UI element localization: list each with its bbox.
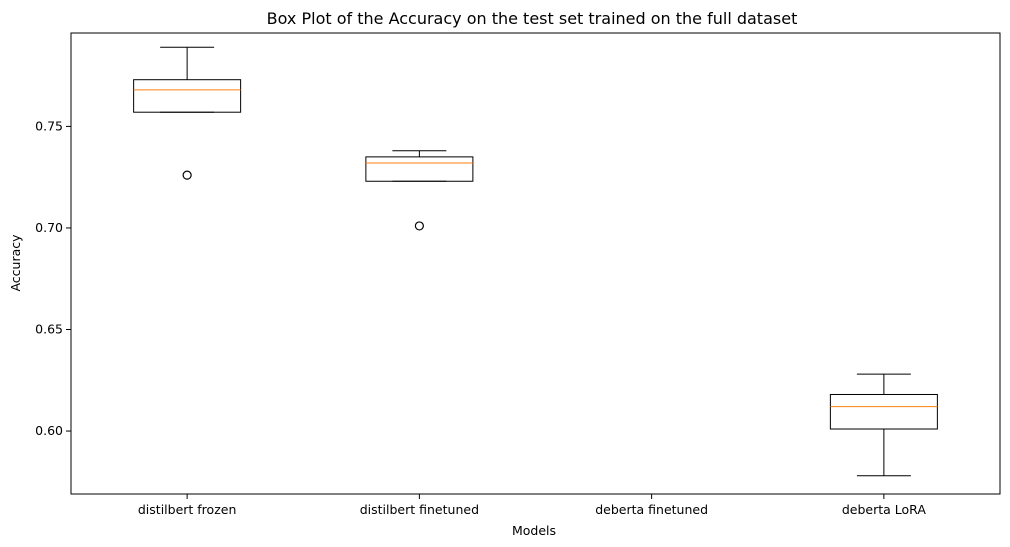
y-axis-label: Accuracy xyxy=(8,234,23,292)
x-axis: distilbert frozen distilbert finetuned deb… xyxy=(138,494,926,517)
outlier-point xyxy=(414,221,424,231)
x-tick-label: deberta finetuned xyxy=(595,502,708,517)
chart-title: Box Plot of the Accuracy on the test set… xyxy=(267,9,798,28)
plot-area-frame xyxy=(70,32,1001,495)
x-tick-label: distilbert finetuned xyxy=(360,502,479,517)
box-rect xyxy=(133,79,242,113)
x-tick-label: distilbert frozen xyxy=(138,502,237,517)
box-item xyxy=(829,373,938,477)
box-item xyxy=(365,150,474,231)
y-axis: 0.60 0.65 0.70 0.75 xyxy=(35,118,71,438)
box-item xyxy=(133,46,242,180)
box-rect xyxy=(829,393,938,430)
y-tick-label: 0.75 xyxy=(35,118,63,133)
y-tick-label: 0.70 xyxy=(35,220,63,235)
x-tick-label: deberta LoRA xyxy=(842,502,926,517)
y-tick-label: 0.65 xyxy=(35,322,63,337)
outlier-point xyxy=(182,170,192,180)
y-tick-label: 0.60 xyxy=(35,423,63,438)
boxes xyxy=(133,46,938,477)
box-rect xyxy=(365,156,474,182)
x-axis-label: Models xyxy=(512,523,556,538)
